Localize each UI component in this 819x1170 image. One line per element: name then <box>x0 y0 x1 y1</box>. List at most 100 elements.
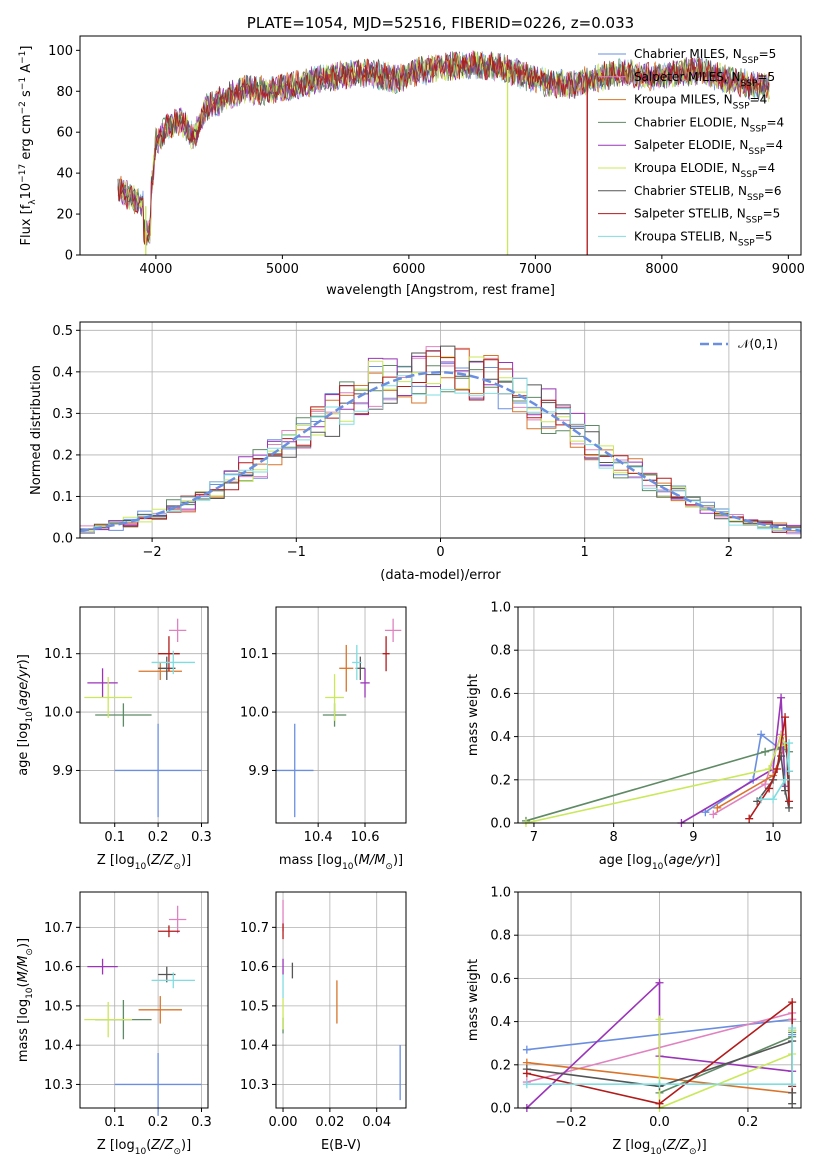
x-tick-label: 0.2 <box>148 1115 169 1130</box>
y-tick-label: 1.0 <box>490 886 511 901</box>
y-tick-label: 10.1 <box>44 647 73 662</box>
weight-marker <box>745 814 754 823</box>
x-axis-label: E(B-V) <box>321 1138 361 1153</box>
mass-weight-vs-age-panel: 7 8 9 10 0.0 0.2 0.4 0.6 0.8 1.0 age [log10(age/yr… <box>466 601 802 872</box>
weight-marker <box>781 775 790 784</box>
weight-marker <box>785 797 794 806</box>
legend-label: Salpeter MILES, NSSP=5 <box>634 70 775 89</box>
weight-marker <box>785 767 794 776</box>
chart-title: PLATE=1054, MJD=52516, FIBERID=0226, z=0… <box>247 14 634 32</box>
weight-marker <box>788 1024 797 1033</box>
y-tick-label: 0.2 <box>52 448 73 463</box>
y-tick-label: 0.4 <box>52 365 73 380</box>
axes-frame <box>79 35 802 256</box>
axes-frame <box>517 606 802 824</box>
weight-line <box>704 732 782 813</box>
x-axis-label: Z [log10(Z/Z⊙)] <box>612 1138 706 1157</box>
spectrum-panel: 4000 5000 6000 7000 8000 9000 0 20 40 60 80 100 PLAT… <box>18 14 805 298</box>
x-tick-label: 10.6 <box>351 830 380 845</box>
x-tick-label: 7000 <box>519 262 552 277</box>
y-tick-label: 10.3 <box>240 1078 269 1093</box>
x-tick-label: 0.04 <box>362 1115 391 1130</box>
histogram-step <box>80 375 801 533</box>
weight-marker <box>781 713 790 722</box>
x-tick-label: 10.4 <box>304 830 333 845</box>
weight-marker <box>655 1099 664 1108</box>
weight-marker <box>522 1069 531 1078</box>
y-tick-label: 0.2 <box>490 773 511 788</box>
weight-marker <box>785 739 794 748</box>
legend-label: Kroupa MILES, NSSP=4 <box>634 93 767 112</box>
y-tick-label: 0.2 <box>490 1058 511 1073</box>
x-tick-label: 0.2 <box>148 830 169 845</box>
weight-line <box>526 1028 793 1085</box>
y-axis-label: mass weight <box>466 674 481 756</box>
y-axis-label: mass weight <box>466 959 481 1041</box>
y-tick-label: 0.1 <box>52 490 73 505</box>
y-tick-label: 10.1 <box>240 647 269 662</box>
y-tick-label: 80 <box>56 85 73 100</box>
y-tick-label: 9.9 <box>248 764 269 779</box>
mass-vs-Z-panel: 0.1 0.2 0.3 10.3 10.4 10.5 10.6 10.7 Z [log10(Z/… <box>16 891 212 1157</box>
axes-frame <box>79 891 209 1109</box>
age-vs-Z-panel: 0.1 0.2 0.3 9.9 10.0 10.1 Z [log10(Z/Z⊙)] age [… <box>16 606 212 872</box>
y-tick-label: 10.4 <box>44 1039 73 1054</box>
axes-frame <box>79 606 209 824</box>
x-tick-label: −1 <box>287 545 306 560</box>
axes-frame <box>79 321 802 539</box>
x-tick-label: 2 <box>725 545 733 560</box>
y-tick-label: 10.7 <box>44 921 73 936</box>
y-tick-label: 10.5 <box>240 999 269 1014</box>
weight-line <box>525 746 790 822</box>
weight-marker <box>773 765 782 773</box>
x-tick-label: 5000 <box>266 262 299 277</box>
weight-marker <box>713 803 722 812</box>
legend-label: Salpeter STELIB, NSSP=5 <box>634 207 780 226</box>
y-tick-label: 10.7 <box>240 921 269 936</box>
y-tick-label: 0.0 <box>52 532 73 547</box>
y-tick-label: 9.9 <box>52 764 73 779</box>
y-axis-label: mass [log10(M/M⊙)] <box>16 938 35 1062</box>
y-tick-label: 10.0 <box>240 706 269 721</box>
weight-marker <box>761 780 770 789</box>
histogram-step <box>80 345 801 530</box>
x-tick-label: 0.3 <box>191 830 212 845</box>
x-tick-label: 0.1 <box>104 1115 125 1130</box>
axes-frame <box>275 891 407 1109</box>
y-tick-label: 0.6 <box>490 687 511 702</box>
legend-label: Salpeter ELODIE, NSSP=4 <box>634 138 783 157</box>
age-vs-mass-panel: 10.4 10.6 9.9 10.0 10.1 mass [log10(M/M⊙)] <box>240 606 407 872</box>
spectrum-line-salpeter-stelib <box>117 51 770 256</box>
legend-label: Kroupa ELODIE, NSSP=4 <box>634 161 775 180</box>
y-tick-label: 0.5 <box>52 324 73 339</box>
x-axis-label: age [log10(age/yr)] <box>599 853 721 872</box>
y-tick-label: 0.0 <box>490 817 511 832</box>
y-tick-label: 10.6 <box>240 960 269 975</box>
y-tick-label: 0.6 <box>490 972 511 987</box>
y-tick-label: 0.3 <box>52 407 73 422</box>
x-axis-label: Z [log10(Z/Z⊙)] <box>97 1138 191 1157</box>
y-tick-label: 40 <box>56 167 73 182</box>
x-axis-label: Z [log10(Z/Z⊙)] <box>97 853 191 872</box>
x-tick-label: 0.02 <box>315 1115 344 1130</box>
x-tick-label: 9000 <box>772 262 805 277</box>
y-tick-label: 0.4 <box>490 730 511 745</box>
histogram-step <box>80 350 801 533</box>
x-tick-label: 8000 <box>645 262 678 277</box>
x-tick-label: 1 <box>581 545 589 560</box>
x-axis-label: wavelength [Angstrom, rest frame] <box>326 283 555 298</box>
y-axis-label: Flux [fλ10−17 erg cm−2 s−1 A−1] <box>18 46 38 246</box>
weight-marker <box>522 1080 531 1089</box>
x-tick-label: 10 <box>765 830 782 845</box>
axes-frame <box>517 891 802 1109</box>
legend-label: 𝒩(0,1) <box>738 337 778 351</box>
weight-marker <box>788 1099 797 1108</box>
mass-vs-EBV-panel: 0.00 0.02 0.04 10.3 10.4 10.5 10.6 10.7 E(B-V) <box>240 891 407 1153</box>
weight-marker <box>769 795 778 804</box>
y-tick-label: 10.4 <box>240 1039 269 1054</box>
x-tick-label: 7 <box>530 830 538 845</box>
legend-label: Chabrier MILES, NSSP=5 <box>634 47 776 66</box>
x-tick-label: 0.2 <box>738 1115 759 1130</box>
y-tick-label: 10.3 <box>44 1078 73 1093</box>
